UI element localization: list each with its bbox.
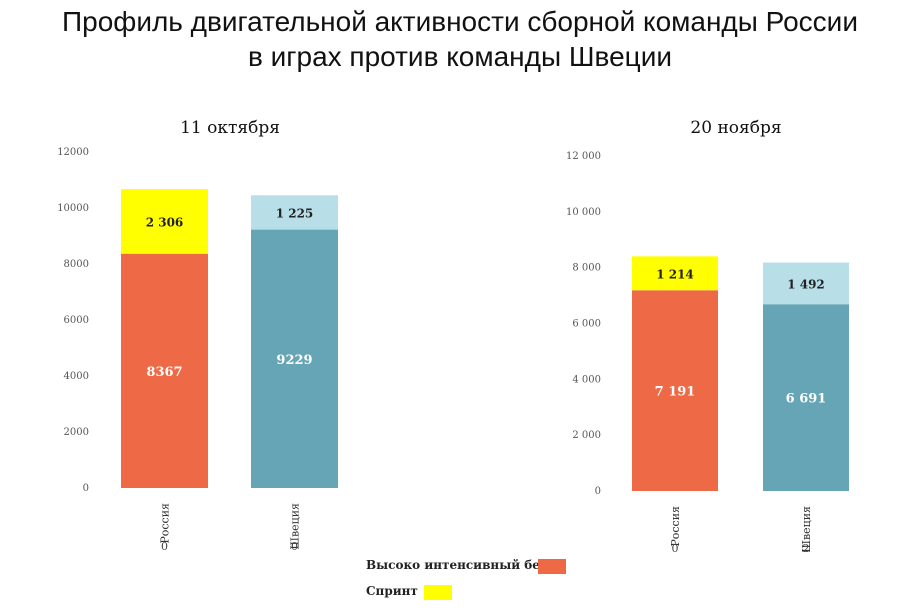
chart-0-title: 11 октября (180, 118, 280, 138)
chart-0-ytick-label: 10000 (57, 203, 89, 214)
chart-1-bar-0-segment-1 (632, 256, 718, 291)
chart-1-bar-1-segment-0 (763, 304, 849, 491)
legend-item-sprint: Спринт (366, 584, 452, 600)
chart-0-bar-0-label-0: 8367 (146, 365, 182, 380)
chart-1-ytick-label: 10 000 (566, 207, 601, 218)
chart-1-bar-1-label-0: 6 691 (786, 392, 827, 407)
chart-1-category-sublabel: 0 (672, 542, 679, 555)
chart-1-category-label: Россия (669, 506, 682, 547)
chart-main-title: Профиль двигательной активности сборной … (0, 4, 920, 74)
legend-label-high-intensity: Высоко интенсивный бег (366, 558, 548, 572)
chart-1-ytick-label: 8 000 (572, 263, 601, 274)
chart-1-category-sublabel: 2 (803, 542, 810, 555)
chart-0-ytick-label: 0 (83, 483, 89, 494)
chart-0-category-label: Россия (159, 503, 172, 544)
chart-0-bar-1-segment-0 (251, 229, 338, 488)
chart-0-bar-0-segment-1 (121, 189, 208, 254)
chart-1-ytick-label: 6 000 (572, 319, 601, 330)
chart-0-ytick-label: 6000 (64, 315, 89, 326)
chart-0-bar-0-segment-0 (121, 253, 208, 488)
chart-0-ytick-label: 12000 (57, 147, 89, 158)
chart-1-bar-0-label-1: 1 214 (656, 267, 694, 281)
chart-1-bar-1-segment-1 (763, 262, 849, 305)
chart-1-bar-1-label-1: 1 492 (787, 277, 825, 291)
legend-swatch-sprint (424, 585, 452, 600)
chart-1-bar-0-segment-0 (632, 290, 718, 491)
legend-swatch-high-intensity (538, 559, 566, 574)
chart-0-category-label: Швеция (289, 503, 302, 550)
chart-0-category-sublabel: 0 (291, 540, 298, 553)
chart-1-category-label: Швеция (800, 506, 813, 553)
chart-1-ytick-label: 12 000 (566, 151, 601, 162)
chart-1-bar-0-label-0: 7 191 (655, 385, 696, 400)
chart-0-ytick-label: 4000 (64, 371, 89, 382)
chart-0-ytick-label: 2000 (64, 427, 89, 438)
title-line-1: Профиль двигательной активности сборной … (62, 6, 858, 37)
chart-0-bar-1-segment-1 (251, 195, 338, 230)
chart-0-bar-1-label-1: 1 225 (276, 206, 314, 220)
chart-0-category-sublabel: 0 (161, 540, 168, 553)
chart-1-ytick-label: 2 000 (572, 430, 601, 441)
chart-0-bar-0-label-1: 2 306 (146, 215, 184, 229)
title-line-2: в играх против команды Швеции (247, 41, 673, 72)
chart-0-bar-1-label-0: 9229 (276, 353, 312, 368)
legend-label-sprint: Спринт (366, 584, 418, 598)
chart-1-title: 20 ноября (690, 118, 781, 138)
chart-1-ytick-label: 0 (595, 486, 601, 497)
chart-1-ytick-label: 4 000 (572, 374, 601, 385)
chart-0-ytick-label: 8000 (64, 259, 89, 270)
legend-item-high-intensity: Высоко интенсивный бег (366, 558, 566, 574)
